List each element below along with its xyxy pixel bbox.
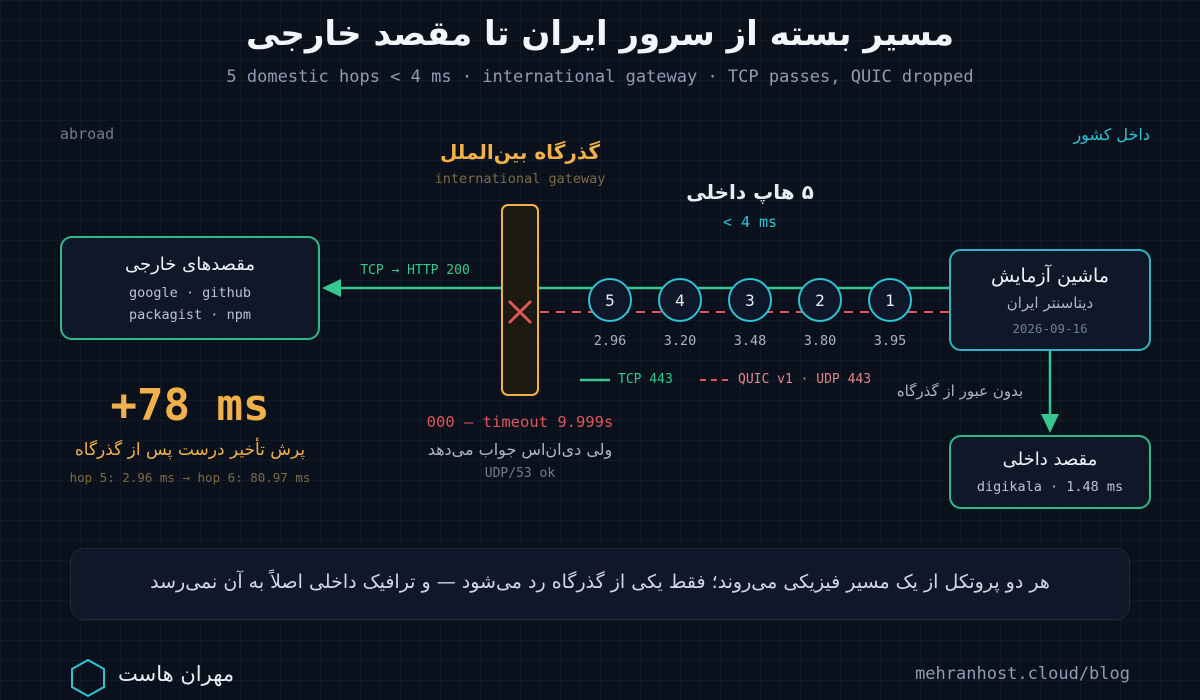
- foreign-destinations-line2: packagist · npm: [129, 307, 251, 323]
- summary-text: هر دو پروتکل از یک مسیر فیزیکی می‌روند؛ …: [150, 571, 1050, 593]
- hop-number: 2: [815, 291, 825, 310]
- test-machine-date: 2026-09-16: [1012, 321, 1088, 336]
- latency-jump-caption: پرش تأخیر درست پس از گذرگاه: [74, 440, 306, 460]
- domestic-destination-title: مقصد داخلی: [1002, 449, 1098, 470]
- gateway-timeout: 000 — timeout 9.999s: [426, 413, 614, 431]
- hops-subtitle: < 4 ms: [722, 213, 778, 231]
- test-machine-subtitle: دیتاسنتر ایران: [1006, 294, 1094, 312]
- hop-latency: 2.96: [593, 333, 627, 349]
- gateway-subtitle: international gateway: [434, 171, 606, 187]
- foreign-destinations-box: مقصدهای خارجی google · github packagist …: [60, 236, 320, 340]
- hop-circle: [868, 278, 912, 322]
- domestic-destination-line1: digikala · 1.48 ms: [976, 479, 1124, 495]
- hop-circle: [798, 278, 842, 322]
- side-label-abroad: abroad: [60, 125, 115, 143]
- hop-number: 1: [885, 291, 895, 310]
- tcp-result-label: TCP → HTTP 200: [360, 263, 470, 278]
- test-machine-title: ماشین آزمایش: [990, 265, 1110, 287]
- foreign-destinations-title: مقصدهای خارجی: [124, 254, 256, 275]
- hop-circle: [588, 278, 632, 322]
- hop-number: 3: [745, 291, 755, 310]
- hop-latency: 3.80: [803, 333, 837, 349]
- hop-latency: 3.95: [873, 333, 907, 349]
- latency-jump-value: +78 ms: [110, 380, 270, 431]
- blocked-x-icon: [508, 300, 532, 324]
- tcp-arrowhead: [322, 279, 341, 297]
- domestic-arrowhead: [1041, 414, 1059, 433]
- hop-latency: 3.20: [663, 333, 697, 349]
- page-title: مسیر بسته از سرور ایران تا مقصد خارجی: [245, 14, 955, 54]
- hop-number: 5: [605, 291, 615, 310]
- footer-url: mehranhost.cloud/blog: [915, 664, 1130, 684]
- hop-circle: [658, 278, 702, 322]
- page-subtitle: 5 domestic hops < 4 ms · international g…: [226, 67, 974, 87]
- hop-number: 4: [675, 291, 685, 310]
- legend-tcp-label: TCP 443: [618, 372, 673, 387]
- domestic-destination-box: مقصد داخلی digikala · 1.48 ms: [949, 435, 1151, 509]
- gateway-udp-ok: UDP/53 ok: [484, 466, 556, 481]
- hop-circle: [728, 278, 772, 322]
- brand-hexagon-icon: [71, 658, 105, 698]
- gateway-dns-note: ولی دی‌ان‌اس جواب می‌دهد: [427, 440, 613, 459]
- hop-latency: 3.48: [733, 333, 767, 349]
- gateway-block: [501, 204, 539, 396]
- legend-quic-label: QUIC v1 · UDP 443: [738, 372, 872, 387]
- hops-title: ۵ هاپ داخلی: [686, 180, 814, 204]
- latency-jump-detail: hop 5: 2.96 ms → hop 6: 80.97 ms: [69, 470, 311, 485]
- summary-box: هر دو پروتکل از یک مسیر فیزیکی می‌روند؛ …: [70, 548, 1130, 620]
- side-label-domestic: داخل کشور: [1073, 125, 1150, 144]
- foreign-destinations-line1: google · github: [129, 285, 251, 301]
- gateway-title: گذرگاه بین‌الملل: [439, 140, 601, 164]
- test-machine-box: ماشین آزمایش دیتاسنتر ایران 2026-09-16: [949, 249, 1151, 351]
- domestic-via-note: بدون عبور از گذرگاه: [896, 382, 1024, 400]
- brand-name: مهران هاست: [118, 662, 235, 686]
